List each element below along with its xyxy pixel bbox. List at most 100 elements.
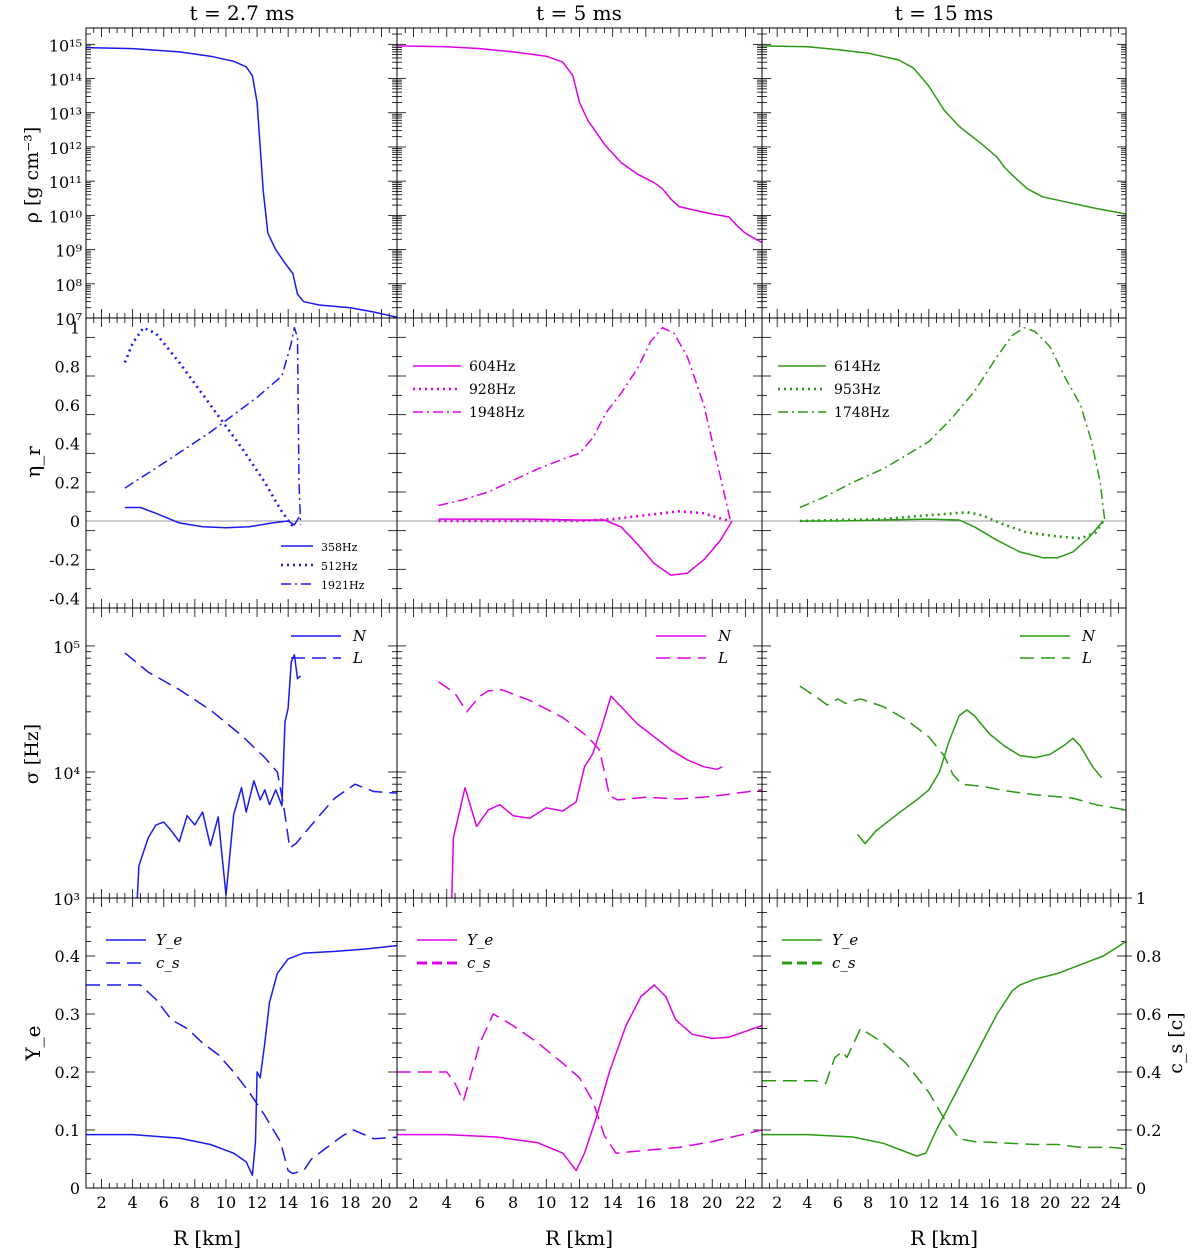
x-tick-label: 20 bbox=[702, 1193, 722, 1212]
column-2: 604Hz 928Hz 1948Hz NL 2 4 6 8 10 12 14 16 18 20 22 Y_ec… bbox=[396, 27, 763, 1212]
panel-eta-1: 1 0.8 0.6 0.4 0.2 0 -0.2 -0.4 358Hz 512Hz 1921Hz bbox=[49, 317, 398, 609]
legend-eta-3: 614Hz 953Hz 1748Hz bbox=[778, 359, 889, 421]
series-line-ye-y-e bbox=[762, 940, 1126, 1157]
x-tick-label: 16 bbox=[979, 1193, 999, 1212]
panel-ye-2: 2 4 6 8 10 12 14 16 18 20 22 Y_e c_s bbox=[396, 897, 763, 1212]
y-tick-label: 10⁸ bbox=[55, 276, 82, 295]
x-tick-label: 24 bbox=[1101, 1193, 1121, 1212]
series-group bbox=[86, 944, 397, 1176]
y2-tick-label: 0.6 bbox=[1136, 1005, 1161, 1024]
ylabel-cs: c_s [c] bbox=[1165, 1012, 1187, 1073]
column-titles: t = 2.7 ms t = 5 ms t = 15 ms bbox=[190, 1, 994, 25]
panel-frame bbox=[85, 607, 398, 899]
x-tick-label: 20 bbox=[371, 1193, 391, 1212]
x-tick-label: 6 bbox=[159, 1193, 169, 1212]
x-tick-label: 8 bbox=[508, 1193, 518, 1212]
ylabel-eta: η_r bbox=[21, 446, 45, 478]
legend-label: L bbox=[352, 649, 363, 667]
legend-label: c_s bbox=[832, 954, 856, 972]
legend-label: Y_e bbox=[832, 931, 858, 949]
x-tick-label: 20 bbox=[1040, 1193, 1060, 1212]
series-group bbox=[438, 326, 733, 576]
legend-ye-1: Y_e c_s bbox=[106, 931, 182, 972]
x-tick-label: 18 bbox=[340, 1193, 360, 1212]
panel-frame bbox=[761, 607, 1127, 899]
series-line-sigma-l bbox=[438, 681, 762, 801]
y-tick-label: 10⁷ bbox=[55, 310, 82, 329]
x-tick-label: 14 bbox=[949, 1193, 969, 1212]
ylabel-ye: Y_e bbox=[21, 1025, 45, 1061]
y-tick-label: 10⁹ bbox=[55, 242, 82, 261]
y-tick-label: 10⁵ bbox=[53, 638, 80, 657]
x-tick-label: 6 bbox=[833, 1193, 843, 1212]
y-tick-label: 0.6 bbox=[55, 396, 80, 415]
x-tick-label: 2 bbox=[772, 1193, 782, 1212]
y-tick-label: 0.1 bbox=[55, 1121, 80, 1140]
x-tick-label: 10 bbox=[536, 1193, 556, 1212]
y-tick-label: -0.4 bbox=[49, 589, 80, 608]
y-tick-label: 0 bbox=[70, 512, 80, 531]
series-group bbox=[799, 685, 1126, 845]
y-tick-label: 0.4 bbox=[55, 947, 80, 966]
x-tick-label: 4 bbox=[128, 1193, 138, 1212]
xlabel-1: R [km] bbox=[173, 1226, 241, 1250]
series-group bbox=[123, 326, 302, 529]
panel-frame bbox=[761, 317, 1127, 609]
panel-frame bbox=[396, 897, 763, 1189]
legend-label: 512Hz bbox=[321, 560, 358, 573]
ylabel-sigma: σ [Hz] bbox=[21, 724, 43, 784]
row-labels: ρ [g cm⁻³] η_r σ [Hz] Y_e c_s [c] bbox=[21, 127, 1187, 1074]
plot-area: 10⁷ 10⁸ 10⁹ 10¹⁰ 10¹¹ 10¹² 10¹³ 10¹⁴ 10¹⁵ 1 0.8 0.6… bbox=[49, 27, 1161, 1212]
y-tick-label: 10¹³ bbox=[49, 105, 82, 124]
series-line-ye-y-e bbox=[397, 984, 762, 1172]
series-line-sigma-l bbox=[124, 652, 397, 849]
legend-label: L bbox=[717, 649, 728, 667]
series-line-sigma-n bbox=[856, 709, 1103, 845]
series-line-eta-953hz bbox=[799, 510, 1105, 540]
y2-tick-label: 0.8 bbox=[1136, 947, 1161, 966]
panel-frame bbox=[85, 897, 398, 1189]
y-tick-label: 0.2 bbox=[55, 473, 80, 492]
series-line-eta-604hz bbox=[438, 518, 733, 576]
panel-density-3 bbox=[761, 27, 1127, 319]
series-group bbox=[762, 940, 1126, 1157]
y-tick-label: 10¹² bbox=[49, 139, 82, 158]
series-line-density-profile bbox=[86, 46, 397, 318]
xlabel-3: R [km] bbox=[910, 1226, 978, 1250]
series-line-eta-512hz bbox=[123, 326, 296, 527]
series-line-ye-c-s bbox=[397, 1013, 762, 1154]
panel-sigma-3: NL bbox=[761, 607, 1127, 899]
y2-tick-label: 1 bbox=[1136, 889, 1146, 908]
legend-label: 953Hz bbox=[834, 382, 880, 398]
y-tick-label: 0.4 bbox=[55, 435, 80, 454]
series-line-ye-c-s bbox=[86, 984, 397, 1175]
panel-density-2 bbox=[396, 27, 763, 319]
y-tick-label: 10⁴ bbox=[53, 764, 80, 783]
series-line-density-profile bbox=[762, 45, 1126, 215]
xlabel-2: R [km] bbox=[545, 1226, 613, 1250]
panel-frame bbox=[85, 27, 398, 319]
legend-eta-1: 358Hz 512Hz 1921Hz bbox=[281, 541, 365, 592]
series-line-eta-1948hz bbox=[438, 326, 732, 522]
series-group bbox=[438, 681, 762, 898]
series-line-sigma-n bbox=[451, 695, 723, 898]
x-axis-labels: R [km] R [km] R [km] bbox=[173, 1226, 978, 1250]
legend-label: N bbox=[352, 627, 367, 645]
y-tick-label: 0 bbox=[70, 1179, 80, 1198]
panel-frame bbox=[761, 897, 1127, 1189]
y-tick-label: 10¹⁵ bbox=[49, 36, 82, 55]
legend-label: 1921Hz bbox=[321, 579, 365, 592]
x-tick-label: 4 bbox=[802, 1193, 812, 1212]
legend-eta-2: 604Hz 928Hz 1948Hz bbox=[413, 359, 524, 421]
legend-sigma-2: NL bbox=[656, 627, 732, 667]
x-tick-label: 12 bbox=[919, 1193, 939, 1212]
series-line-sigma-l bbox=[799, 685, 1126, 811]
y-tick-label: 10¹⁰ bbox=[49, 207, 82, 226]
x-tick-label: 14 bbox=[278, 1193, 298, 1212]
y-tick-label: 0.8 bbox=[55, 357, 80, 376]
panel-frame bbox=[396, 27, 763, 319]
x-tick-label: 4 bbox=[442, 1193, 452, 1212]
x-tick-label: 12 bbox=[247, 1193, 267, 1212]
y-tick-label: 0.2 bbox=[55, 1063, 80, 1082]
